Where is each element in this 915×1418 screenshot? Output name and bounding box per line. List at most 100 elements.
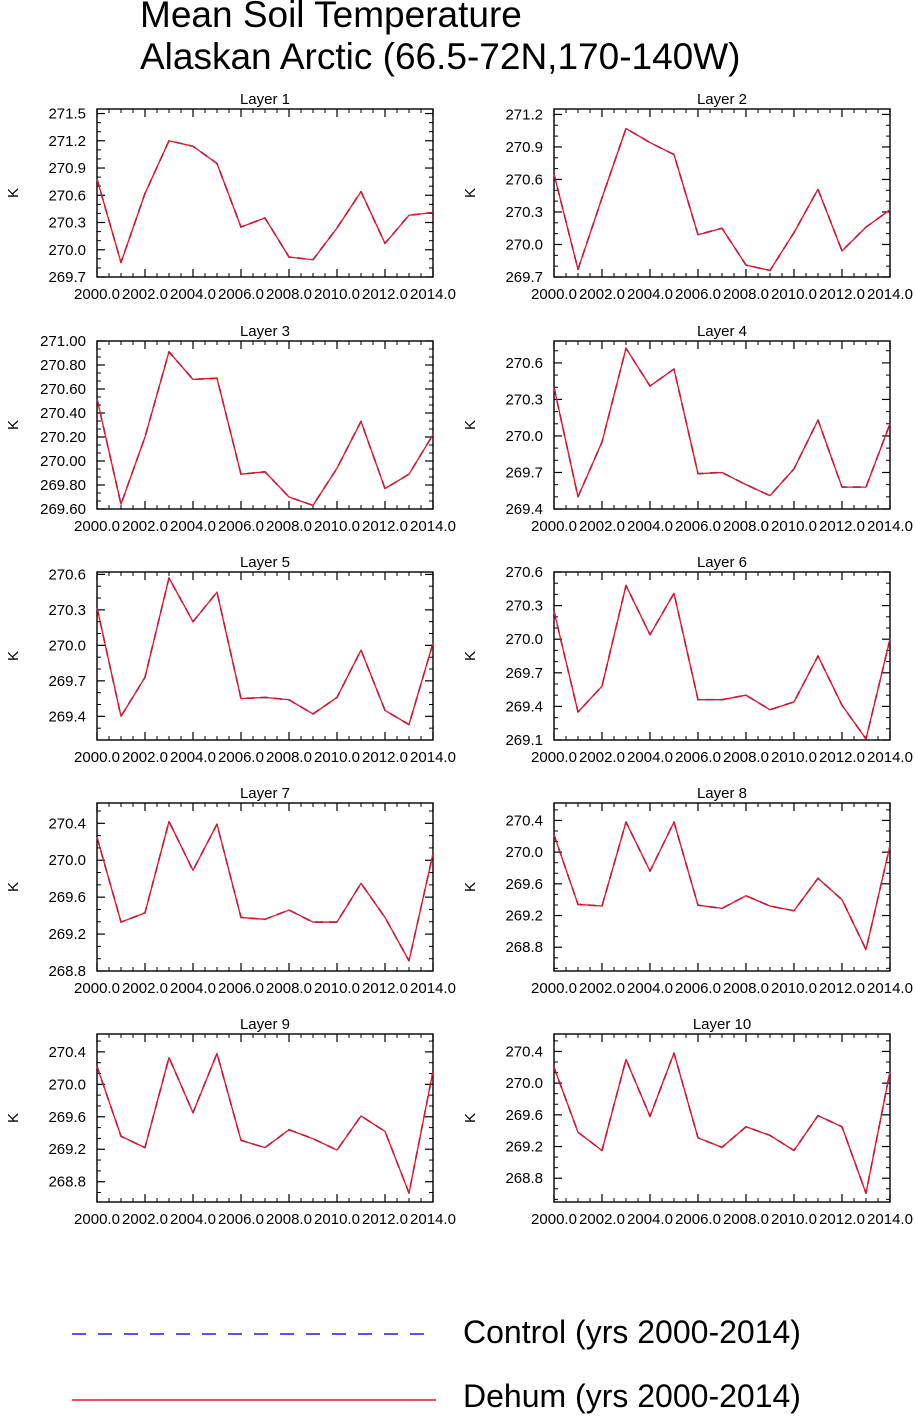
- x-tick-label: 2010.0: [771, 286, 817, 303]
- y-tick-label: 270.6: [505, 564, 543, 581]
- x-tick-label: 2002.0: [579, 286, 625, 303]
- x-tick-label: 2012.0: [362, 286, 408, 303]
- y-tick-label: 270.9: [505, 139, 543, 156]
- series-line-dehum: [96, 351, 434, 507]
- chart-panel-layer-10: Layer 10 K 268.8 269.2 269.6 270.0 270.4 2000.0…: [462, 1016, 913, 1228]
- y-tick-label: 271.2: [505, 106, 543, 123]
- x-tick-label: 2004.0: [627, 749, 673, 766]
- x-tick-label: 2012.0: [362, 518, 408, 535]
- x-tick-label: 2012.0: [362, 980, 408, 997]
- plot-frame: [96, 571, 434, 741]
- y-tick-label: 268.8: [48, 1174, 86, 1191]
- panel-title: Layer 9: [240, 1016, 290, 1033]
- x-tick-label: 2014.0: [410, 749, 456, 766]
- x-tick-label: 2004.0: [627, 286, 673, 303]
- x-tick-label: 2010.0: [314, 286, 360, 303]
- y-axis-label: K: [5, 420, 22, 430]
- x-tick-label: 2004.0: [627, 980, 673, 997]
- series-line-control: [96, 820, 434, 962]
- x-tick-label: 2004.0: [627, 1211, 673, 1228]
- x-tick-label: 2012.0: [362, 749, 408, 766]
- panel-title: Layer 8: [697, 785, 747, 802]
- plot-frame: [553, 340, 891, 510]
- series-line-dehum: [96, 820, 434, 962]
- x-tick-label: 2000.0: [74, 1211, 120, 1228]
- y-tick-label: 270.40: [40, 405, 86, 422]
- y-tick-label: 270.0: [505, 236, 543, 253]
- x-tick-label: 2014.0: [867, 980, 913, 997]
- y-tick-label: 269.1: [505, 732, 543, 749]
- series-line-control: [553, 347, 891, 498]
- y-tick-label: 270.3: [505, 204, 543, 221]
- series-line-dehum: [553, 347, 891, 498]
- y-tick-label: 270.0: [48, 242, 86, 259]
- y-tick-label: 270.3: [48, 602, 86, 619]
- series-line-dehum: [553, 127, 891, 272]
- panel-title: Layer 4: [697, 323, 747, 340]
- x-tick-label: 2006.0: [675, 980, 721, 997]
- x-tick-label: 2000.0: [74, 286, 120, 303]
- y-tick-label: 269.2: [505, 1139, 543, 1156]
- y-tick-label: 270.6: [505, 355, 543, 372]
- x-tick-label: 2004.0: [170, 1211, 216, 1228]
- x-tick-label: 2012.0: [819, 1211, 865, 1228]
- x-tick-label: 2000.0: [531, 518, 577, 535]
- legend-dehum-label: Dehum (yrs 2000-2014): [463, 1378, 801, 1414]
- page-title: Mean Soil Temperature Alaskan Arctic (66…: [140, 0, 741, 78]
- series-line-dehum: [553, 821, 891, 951]
- x-tick-label: 2006.0: [218, 749, 264, 766]
- x-tick-label: 2006.0: [218, 980, 264, 997]
- y-tick-label: 271.2: [48, 133, 86, 150]
- series-line-control: [96, 577, 434, 726]
- x-tick-label: 2006.0: [675, 749, 721, 766]
- x-tick-label: 2000.0: [531, 749, 577, 766]
- y-axis-label: K: [462, 420, 479, 430]
- panel-title: Layer 1: [240, 91, 290, 108]
- plot-frame: [96, 108, 434, 278]
- plot-frame: [96, 802, 434, 972]
- plot-frame: [553, 802, 891, 972]
- x-tick-label: 2002.0: [122, 1211, 168, 1228]
- legend: Control (yrs 2000-2014) Dehum (yrs 2000-…: [0, 1290, 915, 1418]
- x-tick-label: 2008.0: [723, 1211, 769, 1228]
- y-tick-label: 270.6: [48, 566, 86, 583]
- x-tick-label: 2014.0: [867, 286, 913, 303]
- series-line-control: [553, 584, 891, 740]
- x-tick-label: 2002.0: [122, 286, 168, 303]
- x-tick-label: 2014.0: [410, 286, 456, 303]
- series-line-control: [553, 821, 891, 951]
- y-tick-label: 270.0: [48, 852, 86, 869]
- y-tick-label: 270.9: [48, 160, 86, 177]
- y-tick-label: 270.3: [505, 598, 543, 615]
- x-tick-label: 2008.0: [723, 749, 769, 766]
- series-line-control: [96, 139, 434, 264]
- x-tick-label: 2008.0: [723, 980, 769, 997]
- series-line-control: [553, 127, 891, 272]
- x-tick-label: 2000.0: [74, 980, 120, 997]
- y-axis-label: K: [5, 882, 22, 892]
- x-tick-label: 2014.0: [410, 518, 456, 535]
- x-tick-label: 2010.0: [771, 980, 817, 997]
- panel-title: Layer 3: [240, 323, 290, 340]
- y-tick-label: 269.7: [505, 269, 543, 286]
- y-tick-label: 269.60: [40, 501, 86, 518]
- chart-panel-layer-3: Layer 3 K 269.60 269.80 270.00 270.20 270.40 27…: [5, 323, 456, 535]
- y-axis-label: K: [5, 1113, 22, 1123]
- x-tick-label: 2014.0: [867, 749, 913, 766]
- y-tick-label: 269.2: [505, 908, 543, 925]
- y-tick-label: 270.4: [505, 1043, 543, 1060]
- y-tick-label: 269.4: [48, 708, 86, 725]
- series-line-dehum: [553, 584, 891, 740]
- series-line-control: [553, 1052, 891, 1195]
- y-tick-label: 270.6: [48, 187, 86, 204]
- y-tick-label: 270.00: [40, 453, 86, 470]
- panel-title: Layer 2: [697, 91, 747, 108]
- x-tick-label: 2000.0: [531, 1211, 577, 1228]
- x-tick-label: 2008.0: [723, 286, 769, 303]
- panel-title: Layer 5: [240, 554, 290, 571]
- x-tick-label: 2010.0: [771, 749, 817, 766]
- x-tick-label: 2010.0: [314, 1211, 360, 1228]
